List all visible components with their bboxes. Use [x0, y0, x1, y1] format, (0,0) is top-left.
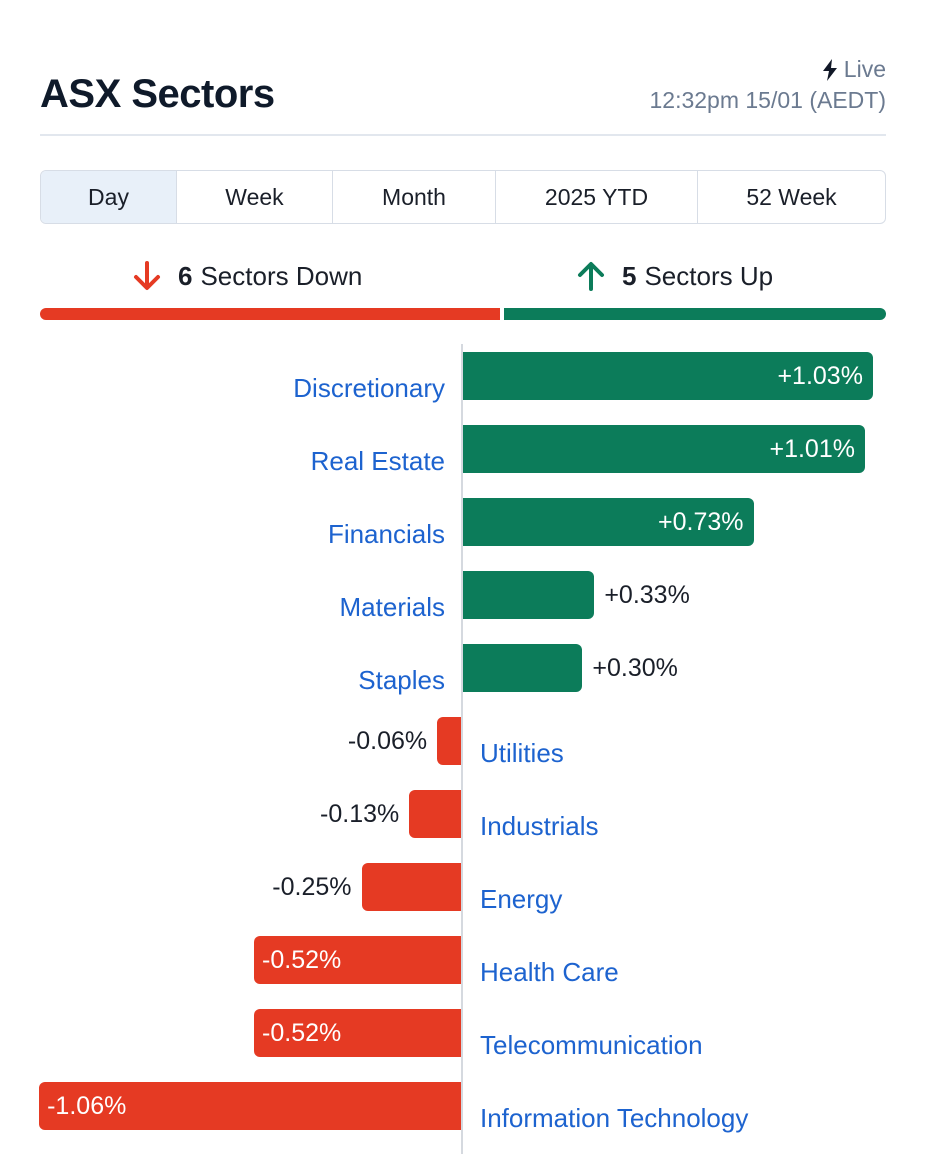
- sectors-up-count: 5: [622, 260, 637, 291]
- bar-information-technology: [39, 1082, 461, 1130]
- value-label-staples: +0.30%: [592, 654, 678, 682]
- value-label-discretionary: +1.03%: [777, 362, 863, 390]
- value-label-financials: +0.73%: [658, 508, 744, 536]
- tab-day[interactable]: Day: [41, 171, 176, 223]
- sectors-up-summary: 5 Sectors Up: [574, 254, 773, 298]
- bar-real-estate: [463, 425, 865, 473]
- sector-link-health-care[interactable]: Health Care: [480, 957, 619, 987]
- bar-utilities: [437, 717, 461, 765]
- value-label-industrials: -0.13%: [320, 800, 400, 828]
- sectors-up-label: Sectors Up: [644, 260, 774, 291]
- lightning-icon: [822, 58, 837, 81]
- sector-row-financials: +0.73% Financials: [0, 490, 926, 563]
- period-tabs: Day Week Month 2025 YTD 52 Week: [40, 170, 886, 224]
- sector-link-materials[interactable]: Materials: [339, 592, 445, 622]
- sector-link-discretionary[interactable]: Discretionary: [293, 373, 445, 403]
- live-status: Live 12:32pm 15/01 (AEDT): [649, 54, 886, 116]
- bar-materials: [463, 571, 595, 619]
- live-label: Live: [843, 56, 886, 82]
- bar-health-care: [254, 936, 461, 984]
- arrow-down-icon: [134, 261, 160, 290]
- bar-industrials: [409, 790, 461, 838]
- sector-bar-chart: +1.03% Discretionary +1.01% Real Estate +0.7…: [0, 344, 926, 1154]
- bar-staples: [463, 644, 583, 692]
- tab-2025-ytd[interactable]: 2025 YTD: [495, 171, 697, 223]
- value-label-information-technology: -1.06%: [47, 1092, 127, 1120]
- sectors-down-count: 6: [178, 260, 193, 291]
- bar-telecommunication: [254, 1009, 461, 1057]
- bar-discretionary: [463, 352, 873, 400]
- sector-row-industrials: -0.13% Industrials: [0, 782, 926, 855]
- sector-link-financials[interactable]: Financials: [327, 519, 445, 549]
- sector-row-energy: -0.25% Energy: [0, 855, 926, 928]
- sectors-down-label: Sectors Down: [200, 260, 363, 291]
- sector-link-telecommunication[interactable]: Telecommunication: [480, 1030, 703, 1060]
- sector-row-discretionary: +1.03% Discretionary: [0, 344, 926, 417]
- value-label-materials: +0.33%: [604, 581, 690, 609]
- sector-row-information-technology: -1.06% Information Technology: [0, 1074, 926, 1147]
- sector-row-materials: +0.33% Materials: [0, 563, 926, 636]
- value-label-energy: -0.25%: [272, 873, 352, 901]
- sector-link-utilities[interactable]: Utilities: [480, 738, 564, 768]
- header-divider: [40, 134, 886, 136]
- zero-axis: [461, 344, 463, 1154]
- page-title: ASX Sectors: [40, 72, 275, 116]
- value-label-utilities: -0.06%: [347, 727, 428, 755]
- value-label-health-care: -0.52%: [262, 946, 342, 974]
- bar-financials: [463, 498, 754, 546]
- tab-52-week[interactable]: 52 Week: [697, 171, 885, 223]
- sector-link-information-technology[interactable]: Information Technology: [480, 1103, 749, 1133]
- sector-row-health-care: -0.52% Health Care: [0, 928, 926, 1001]
- tab-month[interactable]: Month: [332, 171, 495, 223]
- sector-link-industrials[interactable]: Industrials: [480, 811, 599, 841]
- tab-week[interactable]: Week: [176, 171, 332, 223]
- bar-energy: [361, 863, 461, 911]
- timestamp: 12:32pm 15/01 (AEDT): [649, 87, 886, 113]
- sector-link-real-estate[interactable]: Real Estate: [310, 446, 445, 476]
- sector-link-staples[interactable]: Staples: [358, 665, 445, 695]
- sector-row-utilities: -0.06% Utilities: [0, 709, 926, 782]
- value-label-telecommunication: -0.52%: [262, 1019, 342, 1047]
- sectors-down-summary: 6 Sectors Down: [130, 254, 362, 298]
- sector-link-energy[interactable]: Energy: [480, 884, 563, 914]
- sectors-down-ratio-bar: [40, 308, 500, 320]
- value-label-real-estate: +1.01%: [769, 435, 855, 463]
- arrow-up-icon: [578, 262, 604, 291]
- sector-row-real-estate: +1.01% Real Estate: [0, 417, 926, 490]
- sector-row-staples: +0.30% Staples: [0, 636, 926, 709]
- sectors-up-ratio-bar: [504, 308, 886, 320]
- sector-row-telecommunication: -0.52% Telecommunication: [0, 1001, 926, 1074]
